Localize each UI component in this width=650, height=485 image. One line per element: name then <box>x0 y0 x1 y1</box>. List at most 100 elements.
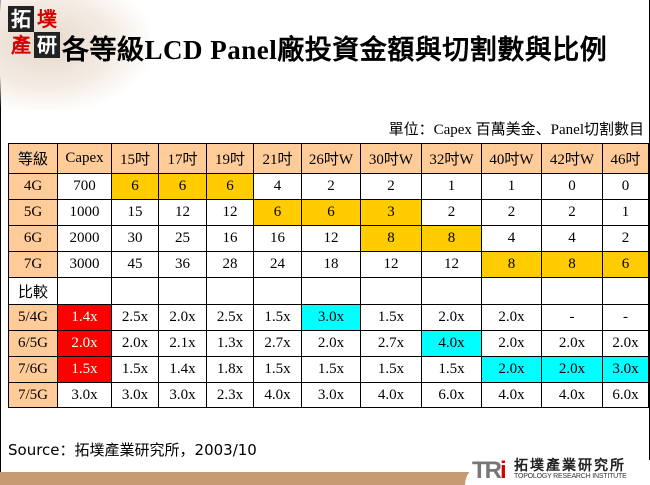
row-label: 7/5G <box>8 382 58 408</box>
logo-char: 拓 <box>8 6 34 32</box>
column-header: 21吋 <box>253 143 302 174</box>
column-header: 32吋W <box>421 143 482 174</box>
row-label: 6G <box>8 225 58 252</box>
footer-logo: TRi 拓墣產業研究所 TOPOLOGY RESEARCH INSTITUTE <box>472 455 648 485</box>
capex-table: 等級 Capex 15吋 17吋 19吋 21吋 26吋W 30吋W 32吋W 40吋W 42吋W 4… <box>8 143 649 408</box>
table-row: 7G 3000 45 36 28 24 18 12 12 8 8 6 <box>8 251 649 278</box>
table-header-row: 等級 Capex 15吋 17吋 19吋 21吋 26吋W 30吋W 32吋W 40吋W 42吋W 4… <box>8 143 649 174</box>
table-cell: 8 <box>360 225 422 252</box>
table-cell: 6 <box>158 173 207 200</box>
table-cell: 3.0x <box>158 382 207 408</box>
table-cell: 2.0x <box>111 330 159 357</box>
table-cell: 700 <box>57 173 112 200</box>
source-note: Source：拓墣產業研究所，2003/10 <box>8 441 257 459</box>
column-header: 46吋 <box>602 143 649 174</box>
table-cell: 36 <box>158 251 207 278</box>
table-cell: 4.0x <box>481 382 542 408</box>
table-cell <box>602 277 649 305</box>
table-row: 5G 1000 15 12 12 6 6 3 2 2 2 1 <box>8 199 649 226</box>
table-cell <box>301 277 361 305</box>
table-cell: 12 <box>360 251 422 278</box>
table-row: 7/5G 3.0x 3.0x 3.0x 2.3x 4.0x 3.0x 4.0x 6.0x 4.0x… <box>8 382 649 408</box>
table-cell: 2.7x <box>360 330 422 357</box>
table-cell: 6 <box>111 173 159 200</box>
footer-logo-name-en: TOPOLOGY RESEARCH INSTITUTE <box>514 473 627 480</box>
table-row: 4G 700 6 6 6 4 2 2 1 1 0 0 <box>8 173 649 200</box>
table-cell: 16 <box>206 225 254 252</box>
table-cell: 3.0x <box>602 356 649 383</box>
table-cell: 2 <box>481 199 542 226</box>
table-cell: 4 <box>541 225 603 252</box>
header-logo: 拓 墣 產 研 <box>8 6 60 58</box>
row-label: 6/5G <box>8 330 58 357</box>
table-cell: 2 <box>360 173 422 200</box>
column-header: 26吋W <box>301 143 361 174</box>
table-cell: 1.3x <box>206 330 254 357</box>
page-title: 各等級LCD Panel廠投資金額與切割數與比例 <box>62 35 608 65</box>
table-cell: 2 <box>421 199 482 226</box>
table-cell: 3.0x <box>111 382 159 408</box>
table-cell: 45 <box>111 251 159 278</box>
table-cell: 6.0x <box>602 382 649 408</box>
table-cell <box>206 277 254 305</box>
table-cell: 4 <box>253 173 302 200</box>
table-cell: 3.0x <box>57 382 112 408</box>
logo-char: 產 <box>11 33 31 57</box>
table-row: 7/6G 1.5x 1.5x 1.4x 1.8x 1.5x 1.5x 1.5x 1.5x 2.0x… <box>8 356 649 383</box>
table-cell: 6 <box>206 173 254 200</box>
table-cell: 2.0x <box>158 304 207 331</box>
table-cell: 8 <box>541 251 603 278</box>
table-cell: 1.5x <box>253 356 302 383</box>
table-cell: 2.5x <box>206 304 254 331</box>
table-cell: - <box>602 304 649 331</box>
table-cell: 6 <box>301 199 361 226</box>
table-cell: 3000 <box>57 251 112 278</box>
table-cell <box>253 277 302 305</box>
table-cell: 0 <box>541 173 603 200</box>
table-cell: 2.7x <box>253 330 302 357</box>
column-header: 42吋W <box>541 143 603 174</box>
logo-char: 墣 <box>37 7 57 31</box>
table-cell: 1.5x <box>421 356 482 383</box>
row-label: 4G <box>8 173 58 200</box>
logo-char: 研 <box>34 32 60 58</box>
column-header: Capex <box>57 143 112 174</box>
table-cell: 4 <box>481 225 542 252</box>
table-cell: 12 <box>158 199 207 226</box>
table-cell: 1 <box>602 199 649 226</box>
table-cell: 1.4x <box>158 356 207 383</box>
column-header: 等級 <box>8 143 58 174</box>
table-cell: 4.0x <box>360 382 422 408</box>
table-cell: 2000 <box>57 225 112 252</box>
row-label: 7/6G <box>8 356 58 383</box>
unit-note: 單位：Capex 百萬美金、Panel切割數目 <box>388 122 644 138</box>
table-cell: 2.3x <box>206 382 254 408</box>
column-header: 40吋W <box>481 143 542 174</box>
table-cell: 1.5x <box>253 304 302 331</box>
table-cell <box>158 277 207 305</box>
table-cell: 4.0x <box>253 382 302 408</box>
table-cell: 1.4x <box>57 304 112 331</box>
table-row: 5/4G 1.4x 2.5x 2.0x 2.5x 1.5x 3.0x 1.5x 2.0x 2.0x… <box>8 304 649 331</box>
table-row: 6/5G 2.0x 2.0x 2.1x 1.3x 2.7x 2.0x 2.7x 4.0x 2.0x… <box>8 330 649 357</box>
table-cell: 12 <box>206 199 254 226</box>
table-cell: 1.5x <box>57 356 112 383</box>
table-cell: 1.5x <box>360 356 422 383</box>
table-cell <box>421 277 482 305</box>
table-cell: 8 <box>421 225 482 252</box>
row-label: 5/4G <box>8 304 58 331</box>
table-cell: 1.8x <box>206 356 254 383</box>
footer-band-curve <box>465 460 650 485</box>
table-row: 比較 <box>8 277 649 305</box>
column-header: 30吋W <box>360 143 422 174</box>
table-cell: 2.5x <box>111 304 159 331</box>
table-cell: 6 <box>602 251 649 278</box>
table-row: 6G 2000 30 25 16 16 12 8 8 4 4 2 <box>8 225 649 252</box>
table-cell <box>360 277 422 305</box>
table-cell: 2.0x <box>541 330 603 357</box>
table-cell: 3 <box>360 199 422 226</box>
row-label: 7G <box>8 251 58 278</box>
table-cell: - <box>541 304 603 331</box>
table-cell: 2.0x <box>57 330 112 357</box>
table-cell: 6 <box>253 199 302 226</box>
